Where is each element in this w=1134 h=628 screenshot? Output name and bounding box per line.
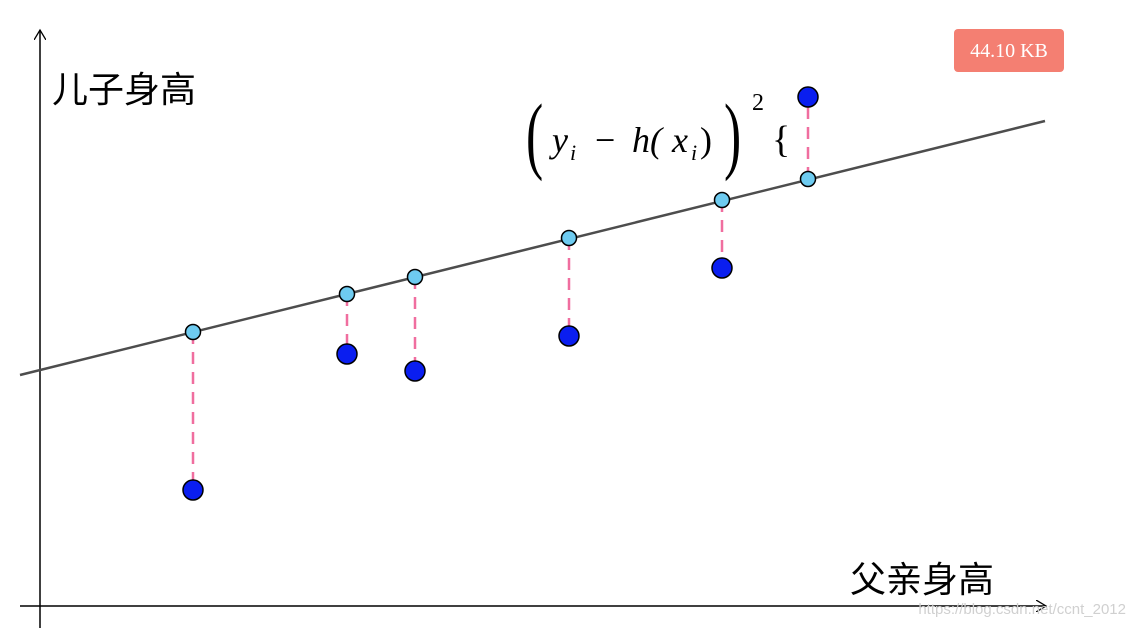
- fitted-point: [713, 191, 731, 209]
- data-points: [182, 86, 819, 501]
- formula: ( y i − h( x i ) ) 2 {: [526, 88, 790, 183]
- fitted-point: [799, 170, 817, 188]
- formula-paren: (: [526, 88, 543, 183]
- formula-paren: ): [700, 120, 712, 160]
- formula-func: h(: [632, 120, 664, 160]
- residuals: [191, 97, 810, 490]
- data-point: [711, 257, 733, 279]
- fitted-point: [406, 268, 424, 286]
- fitted-points: [184, 170, 817, 341]
- formula-var: x: [671, 120, 688, 160]
- formula-var: y: [549, 120, 568, 160]
- data-point: [797, 86, 819, 108]
- size-badge-text: 44.10 KB: [970, 40, 1048, 62]
- fitted-point: [560, 229, 578, 247]
- x-axis-label: 父亲身高: [850, 560, 994, 601]
- watermark: https://blog.csdn.net/ccnt_2012: [918, 601, 1126, 618]
- data-point: [558, 325, 580, 347]
- data-point: [182, 479, 204, 501]
- formula-brace: {: [772, 119, 790, 161]
- formula-op: −: [595, 120, 615, 160]
- formula-sub: i: [691, 140, 697, 165]
- formula-sub: i: [570, 140, 576, 165]
- formula-paren: ): [724, 88, 741, 183]
- size-badge: [954, 29, 1064, 72]
- fitted-point: [338, 285, 356, 303]
- y-axis-label: 儿子身高: [52, 70, 196, 111]
- data-point: [336, 343, 358, 365]
- fitted-point: [184, 323, 202, 341]
- formula-exponent: 2: [752, 90, 764, 116]
- data-point: [404, 360, 426, 382]
